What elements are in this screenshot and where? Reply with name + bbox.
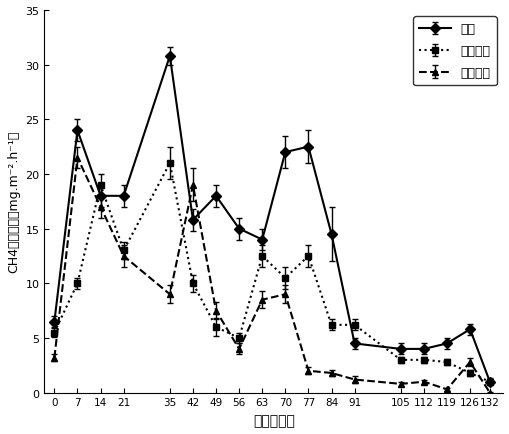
X-axis label: 移栽后天数: 移栽后天数 <box>252 413 294 427</box>
Y-axis label: CH4排放通量（mg.m⁻².h⁻¹）: CH4排放通量（mg.m⁻².h⁻¹） <box>7 131 20 273</box>
Legend: 长淥, 长淥增氧, 干干湿湿: 长淥, 长淥增氧, 干干湿湿 <box>412 17 496 86</box>
